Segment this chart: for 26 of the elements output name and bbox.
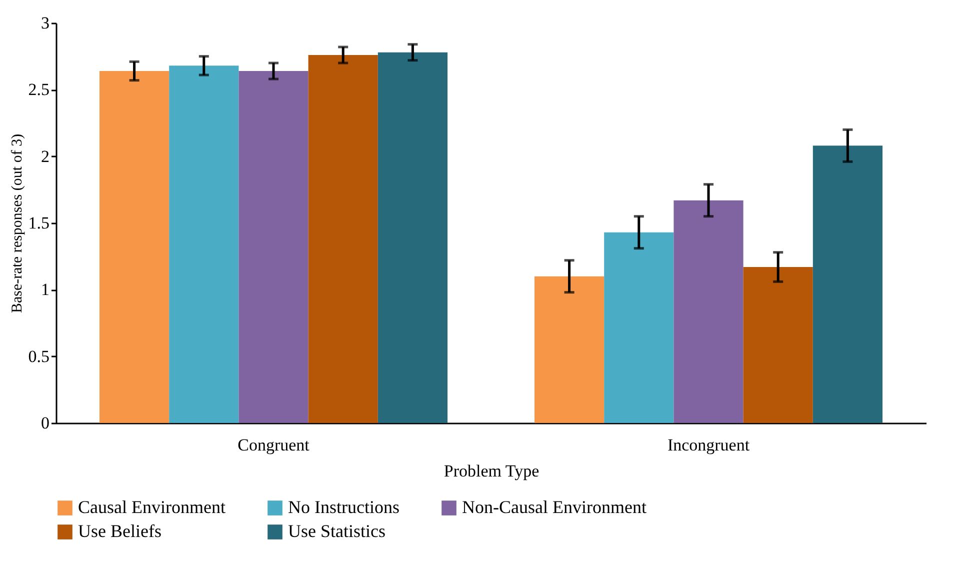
legend-label: Causal Environment — [78, 497, 226, 517]
bar — [812, 146, 882, 423]
y-tick-label: 1 — [41, 280, 50, 300]
bar — [604, 232, 674, 423]
y-tick-label: 1.5 — [28, 214, 50, 232]
x-tick-label: Congruent — [238, 436, 310, 454]
y-tick-label: 0 — [41, 414, 50, 432]
y-tick-label: 3 — [41, 14, 50, 32]
legend-label: Non-Causal Environment — [462, 497, 646, 517]
bar — [238, 71, 308, 423]
y-tick-label: 0.5 — [28, 346, 50, 366]
bar — [674, 200, 744, 423]
bar — [169, 66, 239, 423]
y-tick-label: 2 — [41, 146, 50, 166]
x-axis-title: Problem Type — [444, 462, 540, 480]
x-tick-label: Incongruent — [667, 436, 750, 454]
bar — [534, 276, 604, 423]
y-axis-title: Base-rate responses (out of 3) — [9, 134, 26, 314]
y-tick-label: 2.5 — [28, 80, 50, 100]
bar — [378, 52, 448, 423]
legend-label: No Instructions — [288, 497, 400, 517]
legend-label: Use Beliefs — [78, 521, 162, 541]
bar — [100, 71, 170, 423]
legend-label: Use Statistics — [288, 521, 386, 541]
bar — [743, 267, 813, 423]
bar — [308, 55, 378, 423]
